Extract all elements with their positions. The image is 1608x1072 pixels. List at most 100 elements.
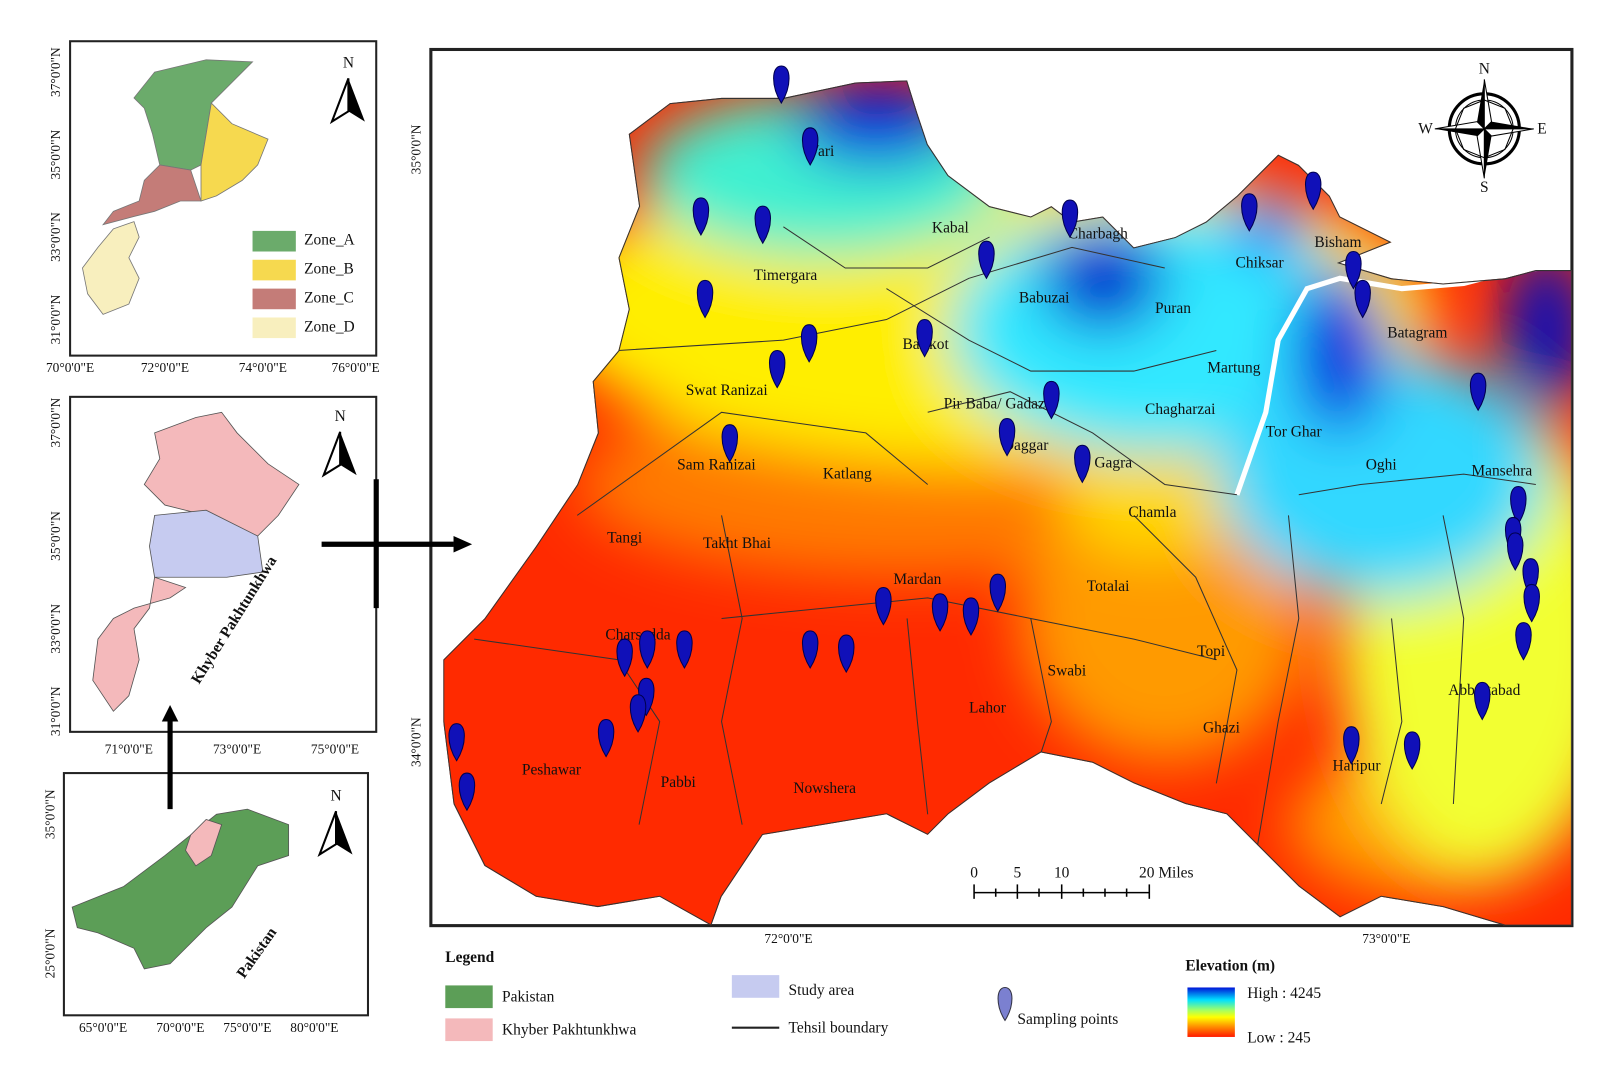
place-label: Ghazi <box>1203 719 1240 736</box>
province-shape <box>185 818 223 867</box>
lon-label: 70°0'0"E <box>46 360 94 375</box>
sampling-point <box>1506 532 1524 571</box>
sampling-point <box>676 630 693 669</box>
place-label: Haripur <box>1332 757 1381 774</box>
study-area <box>149 509 264 578</box>
lon-label: 72°0'0"E <box>141 360 189 375</box>
country-map <box>71 808 290 970</box>
sampling-point <box>448 723 465 762</box>
lat-label: 33°0'0"N <box>48 212 63 262</box>
place-label: Martung <box>1207 360 1260 377</box>
place-label: Babuzai <box>1019 289 1070 306</box>
sampling-point <box>1523 583 1540 623</box>
sampling-point <box>1474 681 1491 721</box>
scale-bar <box>973 884 1151 899</box>
place-label: Timergara <box>754 267 818 284</box>
lat-label: 37°0'0"N <box>48 397 63 447</box>
sampling-point <box>458 772 476 812</box>
lat-label: 33°0'0"N <box>48 604 63 654</box>
zone-legend-label: Zone_B <box>304 261 354 278</box>
place-label: Chamla <box>1128 504 1176 521</box>
zone-legend-label: Zone_D <box>304 318 355 335</box>
place-label: Charsadda <box>605 627 670 644</box>
lat-label: 31°0'0"N <box>48 686 63 736</box>
sampling-point <box>1061 199 1079 239</box>
sampling-point <box>1510 486 1527 525</box>
sampling-point <box>1074 444 1091 484</box>
north-arrow <box>348 78 365 122</box>
lon-label: 73°0'0"E <box>1362 931 1410 946</box>
zone-d <box>82 221 140 315</box>
sampling-point <box>768 349 786 389</box>
place-label: Kabal <box>932 219 969 236</box>
place-label: Peshawar <box>522 762 582 779</box>
sampling-point <box>754 205 772 245</box>
place-label: Puran <box>1155 300 1191 317</box>
compass-letter: S <box>1480 179 1489 196</box>
legend-swatch <box>445 985 493 1009</box>
elevation-title: Elevation (m) <box>1185 957 1275 974</box>
legend-swatch <box>252 288 296 310</box>
compass-letter: E <box>1537 120 1546 137</box>
lat-label: 34°0'0"N <box>409 717 424 767</box>
lon-label: 76°0'0"E <box>332 360 380 375</box>
zone-legend-label: Zone_C <box>304 289 354 306</box>
compass-rose <box>1434 79 1534 179</box>
lat-label: 37°0'0"N <box>48 47 63 97</box>
sampling-point <box>801 630 819 669</box>
sampling-point <box>801 127 819 166</box>
place-label: Pabbi <box>661 774 696 791</box>
legend-label: Sampling points <box>1017 1011 1118 1028</box>
sampling-point <box>1304 171 1322 211</box>
legend-swatch <box>252 230 296 252</box>
sampling-point <box>1403 731 1421 770</box>
lon-label: 72°0'0"E <box>764 931 812 946</box>
place-label: Swabi <box>1048 663 1087 680</box>
legend-swatch <box>445 1018 493 1042</box>
place-label: Bisham <box>1314 234 1361 251</box>
arrow-head <box>453 536 473 553</box>
legend-label: Study area <box>789 982 855 999</box>
sampling-point <box>696 279 714 319</box>
sampling-point <box>875 587 892 626</box>
legend-swatch <box>731 975 780 998</box>
sampling-point <box>998 417 1016 457</box>
north-label: N <box>343 54 354 71</box>
place-label: Gagra <box>1094 454 1132 471</box>
sampling-point <box>1354 279 1371 319</box>
zone-c <box>102 164 202 226</box>
lon-label: 71°0'0"E <box>105 741 153 756</box>
lat-label: 25°0'0"N <box>43 928 58 978</box>
place-label: Mansehra <box>1471 463 1532 480</box>
sampling-point <box>629 694 647 733</box>
place-label: Chiksar <box>1236 254 1285 271</box>
sampling-point <box>639 630 656 669</box>
sampling-point <box>989 573 1007 613</box>
legend-swatch <box>997 986 1013 1022</box>
sampling-point <box>916 319 933 358</box>
place-label: Topi <box>1197 643 1225 660</box>
place-label: Mardan <box>893 571 941 588</box>
place-label: Takht Bhai <box>703 535 771 552</box>
north-label: N <box>335 408 346 425</box>
place-label: Nowshera <box>793 780 856 797</box>
sampling-point <box>721 424 739 463</box>
sampling-point <box>800 324 818 363</box>
legend-swatch <box>252 317 296 339</box>
zone-map <box>82 59 269 315</box>
dem-layers <box>546 82 1572 897</box>
compass-letter: W <box>1418 120 1433 137</box>
north-arrow <box>329 77 350 125</box>
lon-label: 65°0'0"E <box>79 1020 127 1035</box>
sampling-point <box>838 634 855 674</box>
elevation-high: High : 4245 <box>1247 985 1321 1002</box>
place-label: Tangi <box>607 530 642 547</box>
sampling-point <box>1343 726 1360 765</box>
arrows <box>161 479 473 810</box>
place-label: Sam Ranizai <box>677 456 756 473</box>
province-map <box>92 411 300 712</box>
lon-label: 73°0'0"E <box>213 741 261 756</box>
tehsil-boundaries <box>474 226 1536 846</box>
scale-label: 0 <box>970 865 978 882</box>
sampling-point <box>1043 380 1060 420</box>
